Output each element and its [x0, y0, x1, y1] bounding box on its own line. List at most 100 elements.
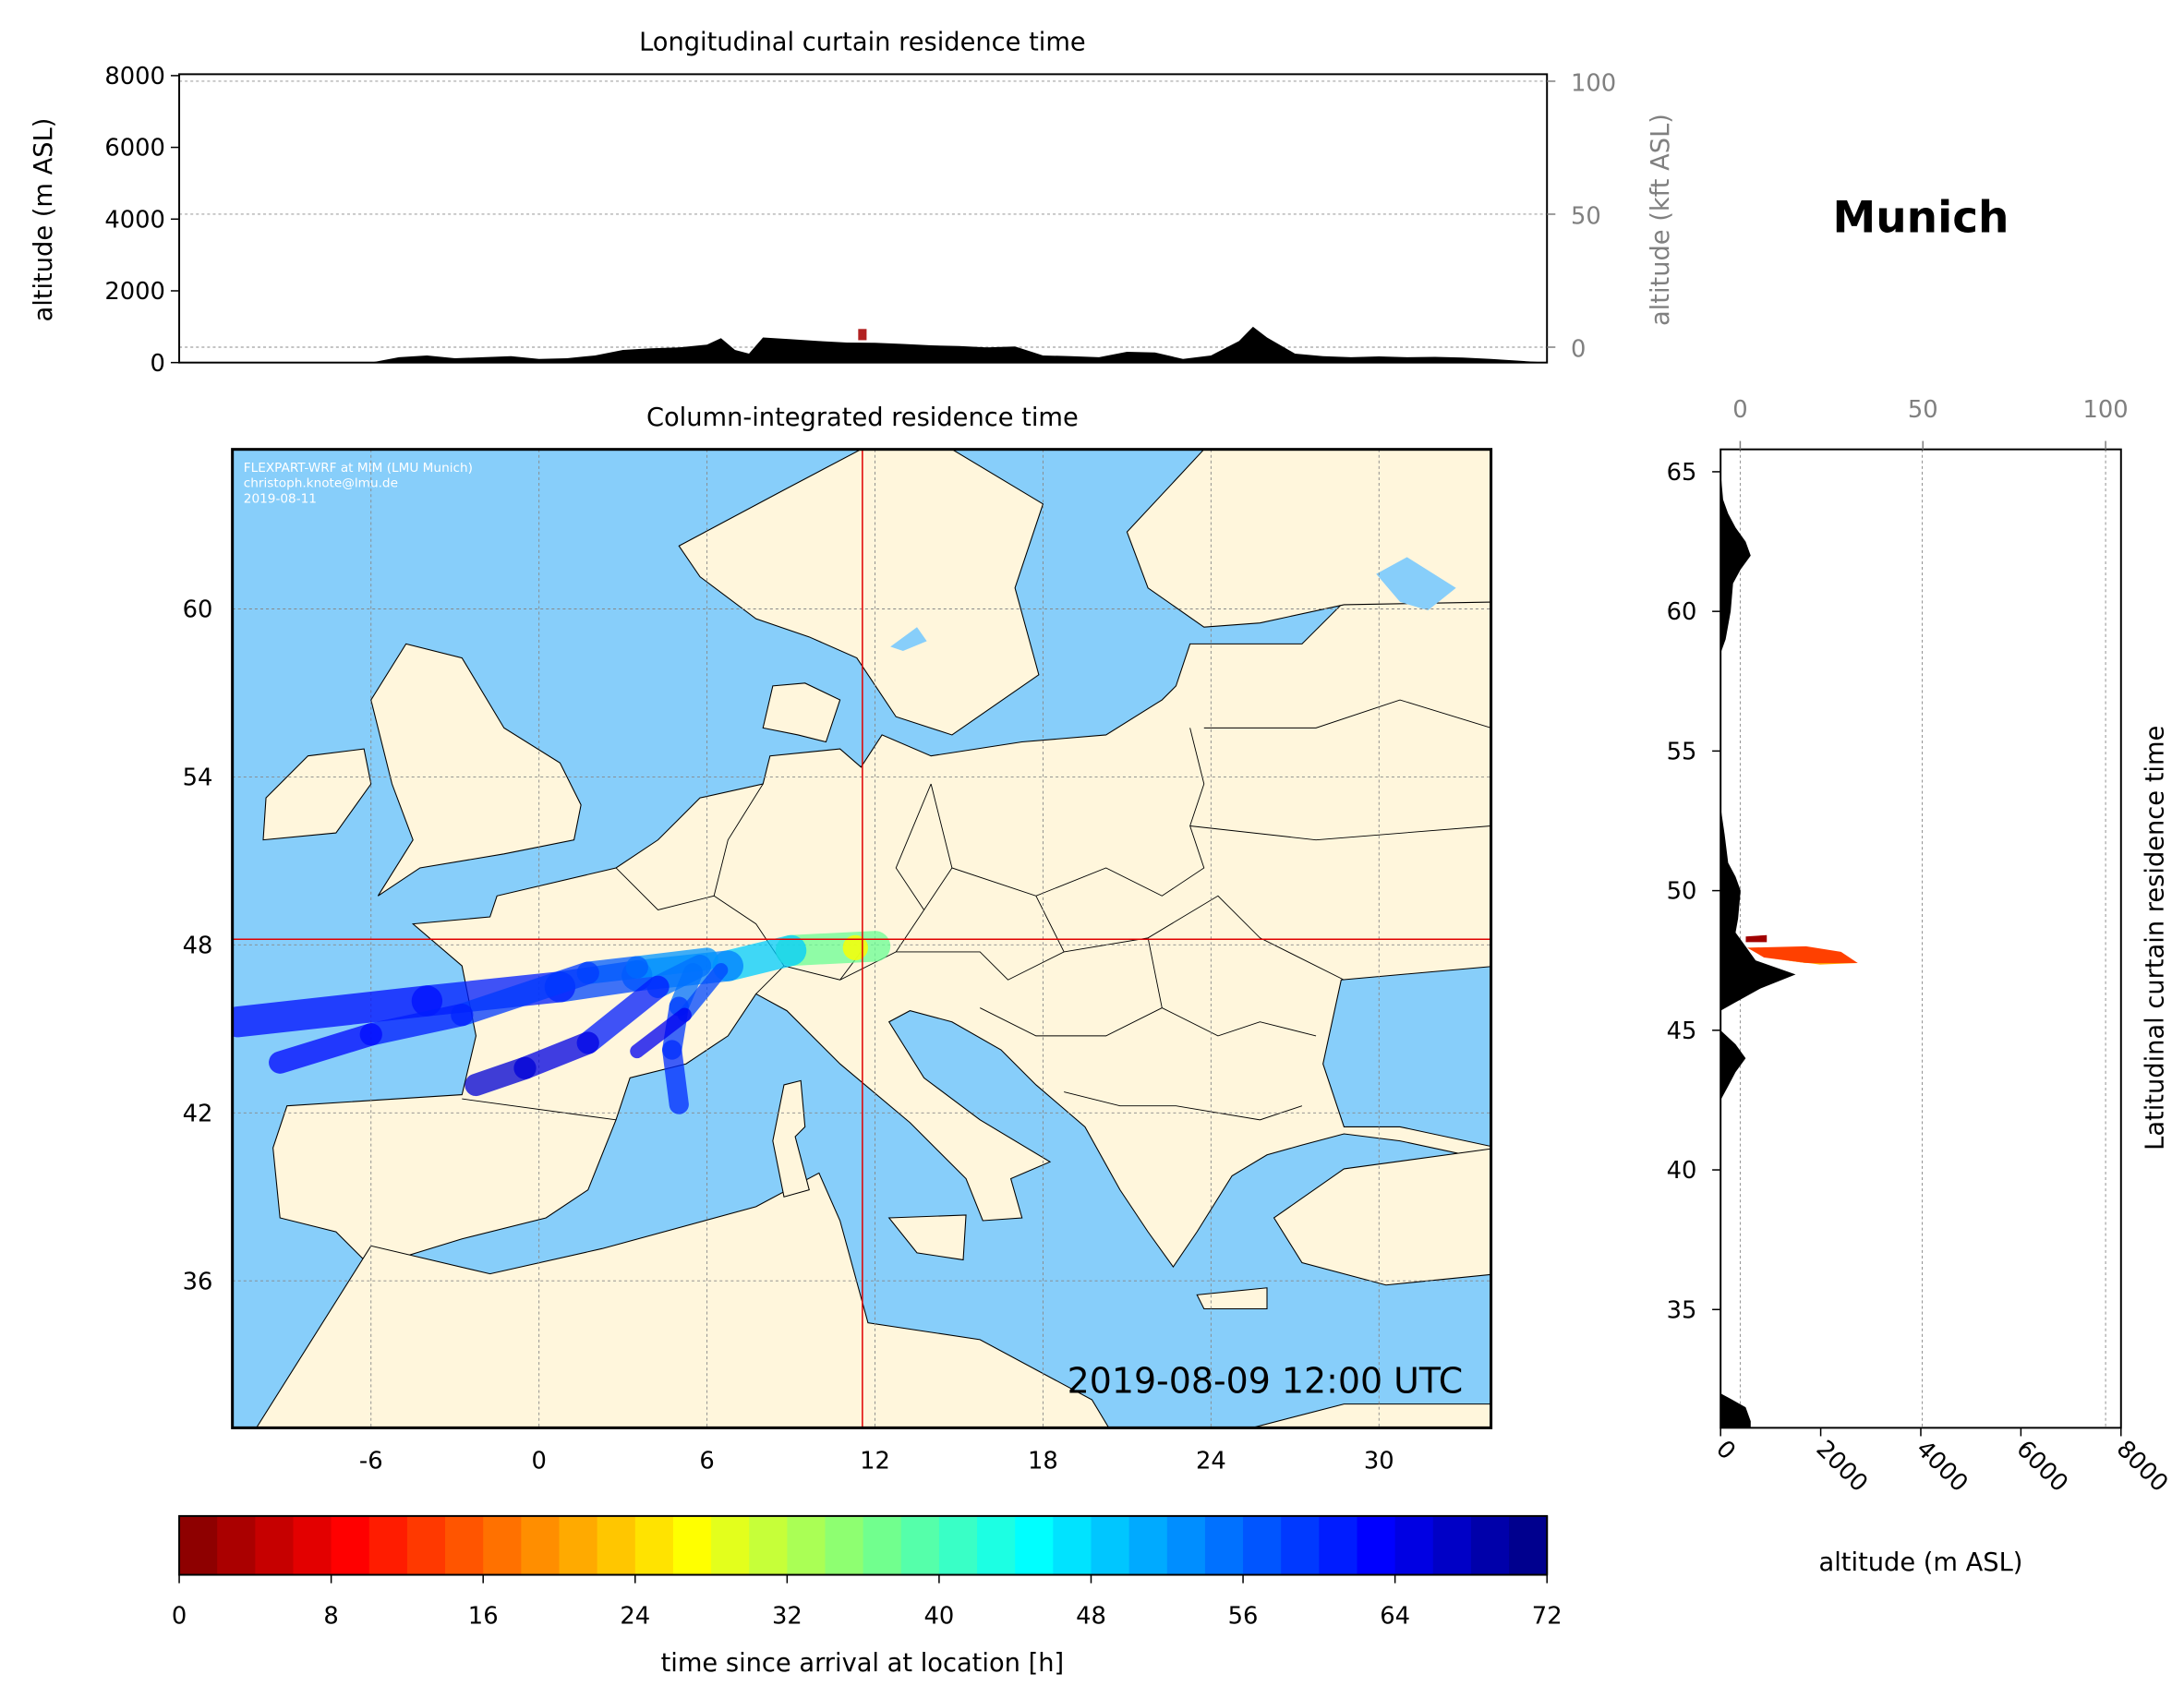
land-africa: [256, 1172, 1110, 1428]
colorbar-step: [597, 1515, 636, 1575]
residence-marker: [858, 329, 867, 341]
plume-segment: [465, 1056, 537, 1097]
residence-band-edge: [1764, 957, 1858, 965]
land-denmark: [762, 682, 841, 743]
kft-tick-label: 0: [1732, 396, 1747, 424]
map-y-tick-label: 54: [183, 765, 213, 792]
colorbar-step: [1243, 1515, 1283, 1575]
colorbar-step: [1509, 1515, 1549, 1575]
y-tick-label: 4000: [104, 206, 165, 234]
colorbar-step: [863, 1515, 902, 1575]
map-x-tick-label: 18: [1028, 1447, 1058, 1475]
map-x-tick-label: 30: [1364, 1447, 1394, 1475]
y-right-tick-label: 0: [1571, 336, 1586, 364]
map-x-tick-label: 24: [1196, 1447, 1226, 1475]
land-africa-east: [1249, 1403, 1491, 1428]
colorbar-step: [293, 1515, 332, 1575]
colorbar: 0 8 16 24 32 40 48 56 64 72 time since arrival at…: [172, 1514, 1563, 1678]
colorbar-tick-label: 16: [468, 1603, 499, 1631]
y-tick-label: 0: [150, 350, 164, 378]
sea-black-sea: [1322, 966, 1491, 1148]
map-y-tick-label: 42: [183, 1100, 213, 1127]
map-x-tick-label: 0: [531, 1447, 546, 1475]
plume-segment: [576, 975, 670, 1054]
lat-tick-label: 45: [1667, 1018, 1697, 1045]
colorbar-step: [1394, 1515, 1434, 1575]
plume-segment: [451, 961, 599, 1027]
colorbar-tick-label: 40: [924, 1603, 955, 1631]
residence-band: [1747, 945, 1858, 964]
lake-ladoga: [1376, 557, 1456, 611]
plume-segment: [232, 985, 443, 1038]
land-ireland: [262, 748, 372, 841]
map-timestamp: 2019-08-09 12:00 UTC: [1068, 1360, 1464, 1401]
colorbar-tick-label: 48: [1076, 1603, 1106, 1631]
map-panel: Column-integrated residence time FLEXPAR…: [183, 403, 1493, 1475]
colorbar-step: [938, 1515, 978, 1575]
colorbar-step: [1432, 1515, 1472, 1575]
lat-tick-label: 40: [1667, 1157, 1697, 1185]
colorbar-step: [1319, 1515, 1358, 1575]
residence-band-recent: [1745, 934, 1768, 943]
terrain-profile-lat: [1720, 452, 1796, 1428]
terrain-profile: [179, 326, 1548, 363]
colorbar-step: [787, 1515, 827, 1575]
location-title: Munich: [1832, 193, 2009, 244]
colorbar-step: [331, 1515, 370, 1575]
longitudinal-curtain-panel: Longitudinal curtain residence time 0 200…: [30, 29, 1675, 378]
colorbar-step: [368, 1515, 408, 1575]
colorbar-tick-label: 32: [772, 1603, 802, 1631]
land-corsica-sardinia: [772, 1079, 810, 1198]
alt-tick-label: 4000: [1911, 1435, 1973, 1498]
kft-tick-label: 50: [1908, 396, 1938, 424]
map-x-tick-label: -6: [359, 1447, 383, 1475]
alt-tick-label: 0: [1710, 1435, 1741, 1465]
colorbar-step: [255, 1515, 295, 1575]
credit-line-1: FLEXPART-WRF at MIM (LMU Munich): [244, 461, 473, 476]
colorbar-step: [521, 1515, 561, 1575]
colorbar-step: [1128, 1515, 1168, 1575]
colorbar-step: [825, 1515, 864, 1575]
colorbar-tick-label: 24: [620, 1603, 650, 1631]
y-tick-label: 6000: [104, 135, 165, 163]
colorbar-step: [1470, 1515, 1510, 1575]
plume-segment: [662, 1040, 689, 1114]
colorbar-label: time since arrival at location [h]: [661, 1649, 1065, 1678]
right-xlabel: altitude (m ASL): [1819, 1548, 2023, 1577]
colorbar-step: [559, 1515, 598, 1575]
map-x-tick-label: 12: [860, 1447, 890, 1475]
colorbar-step: [634, 1515, 674, 1575]
lat-tick-label: 65: [1667, 459, 1697, 487]
land-sicily: [887, 1214, 967, 1261]
colorbar-step: [483, 1515, 523, 1575]
map-y-tick-label: 48: [183, 932, 213, 959]
lat-tick-label: 60: [1667, 598, 1697, 626]
map-y-tick-label: 36: [183, 1268, 213, 1295]
colorbar-step: [711, 1515, 751, 1575]
map-y-tick-label: 60: [183, 596, 213, 624]
plume-segment: [359, 1004, 474, 1046]
lake-vanern: [890, 627, 927, 651]
colorbar-tick-label: 64: [1380, 1603, 1410, 1631]
colorbar-step: [445, 1515, 485, 1575]
map-title: Column-integrated residence time: [646, 403, 1079, 432]
colorbar-step: [672, 1515, 712, 1575]
colorbar-step: [977, 1515, 1017, 1575]
land-crete: [1196, 1287, 1268, 1310]
colorbar-step: [179, 1515, 219, 1575]
y-right-tick-label: 50: [1571, 203, 1601, 231]
alt-tick-label: 2000: [1811, 1435, 1874, 1498]
colorbar-step: [406, 1515, 446, 1575]
colorbar-step: [1166, 1515, 1206, 1575]
top-panel-title: Longitudinal curtain residence time: [639, 29, 1086, 57]
colorbar-step: [1204, 1515, 1244, 1575]
plume-segment: [513, 1031, 599, 1079]
colorbar-step: [749, 1515, 789, 1575]
colorbar-step: [1357, 1515, 1396, 1575]
right-ylabel: Latitudinal curtain residence time: [2141, 726, 2169, 1150]
alt-tick-label: 6000: [2010, 1435, 2073, 1498]
lat-tick-label: 50: [1667, 878, 1697, 906]
colorbar-step: [1091, 1515, 1130, 1575]
top-ylabel-right: altitude (kft ASL): [1647, 114, 1675, 326]
